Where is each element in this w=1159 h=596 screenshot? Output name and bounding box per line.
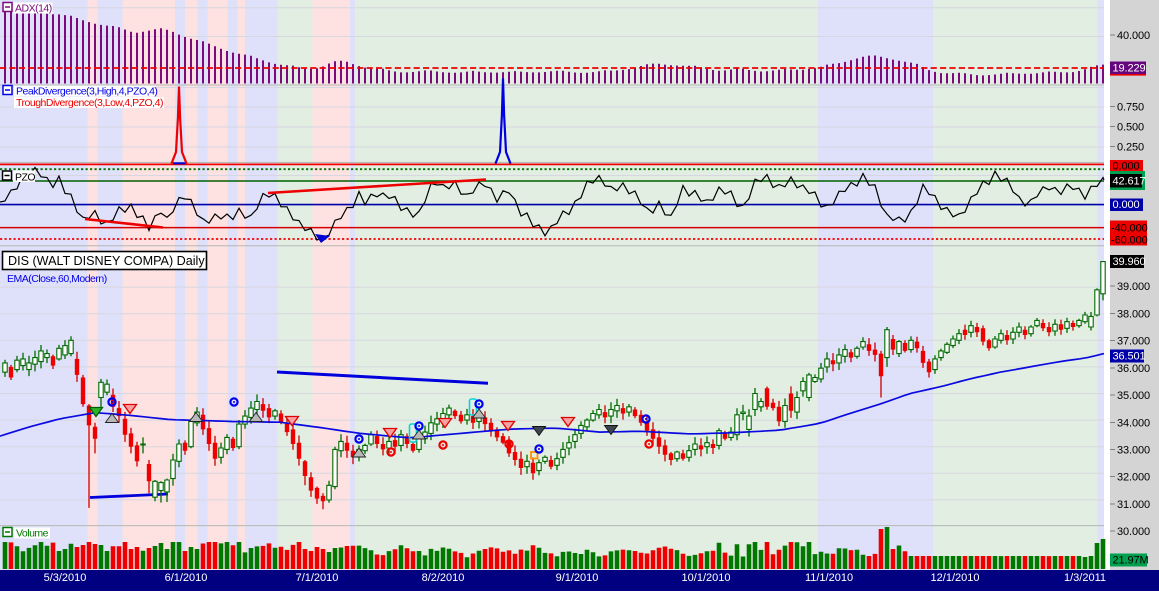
svg-text:0.500: 0.500 xyxy=(1117,121,1144,133)
svg-text:34.000: 34.000 xyxy=(1117,417,1150,429)
svg-text:11/1/2010: 11/1/2010 xyxy=(805,572,853,584)
svg-text:36.501: 36.501 xyxy=(1113,351,1146,363)
svg-text:8/2/2010: 8/2/2010 xyxy=(422,572,465,584)
svg-text:PeakDivergence(3,High,4,PZO,4): PeakDivergence(3,High,4,PZO,4) xyxy=(16,86,157,98)
svg-text:EMA(Close,60,Modern): EMA(Close,60,Modern) xyxy=(7,273,107,285)
svg-text:10/1/2010: 10/1/2010 xyxy=(682,572,731,584)
svg-text:6/1/2010: 6/1/2010 xyxy=(165,572,208,584)
svg-text:12/1/2010: 12/1/2010 xyxy=(931,572,980,584)
svg-text:30.000: 30.000 xyxy=(1117,526,1150,538)
svg-text:35.000: 35.000 xyxy=(1117,390,1150,402)
svg-text:TroughDivergence(3,Low,4,PZO,4: TroughDivergence(3,Low,4,PZO,4) xyxy=(16,97,163,109)
svg-text:33.000: 33.000 xyxy=(1117,444,1150,456)
svg-text:DIS (WALT DISNEY COMPA) Daily: DIS (WALT DISNEY COMPA) Daily xyxy=(8,254,205,268)
svg-text:38.000: 38.000 xyxy=(1117,308,1150,320)
svg-text:42.617: 42.617 xyxy=(1113,176,1146,188)
svg-text:19.229: 19.229 xyxy=(1113,63,1146,75)
svg-text:37.000: 37.000 xyxy=(1117,335,1150,347)
svg-text:40.000: 40.000 xyxy=(1117,30,1150,42)
svg-text:39.960: 39.960 xyxy=(1113,256,1146,268)
svg-text:1/3/2011: 1/3/2011 xyxy=(1064,572,1106,584)
svg-text:31.000: 31.000 xyxy=(1117,499,1150,511)
svg-text:9/1/2010: 9/1/2010 xyxy=(556,572,599,584)
svg-text:ADX(14): ADX(14) xyxy=(15,3,52,15)
svg-text:PZO: PZO xyxy=(15,171,35,183)
svg-text:0.000: 0.000 xyxy=(1113,161,1140,173)
svg-text:-40.000: -40.000 xyxy=(1111,223,1148,235)
svg-text:39.000: 39.000 xyxy=(1117,281,1150,293)
svg-text:5/3/2010: 5/3/2010 xyxy=(44,572,87,584)
svg-text:0.000: 0.000 xyxy=(1113,199,1140,211)
svg-text:-60.000: -60.000 xyxy=(1111,235,1148,247)
svg-text:7/1/2010: 7/1/2010 xyxy=(296,572,339,584)
svg-text:0.750: 0.750 xyxy=(1117,101,1144,113)
svg-text:0.250: 0.250 xyxy=(1117,141,1144,153)
svg-text:32.000: 32.000 xyxy=(1117,471,1150,483)
svg-text:21.97M: 21.97M xyxy=(1113,555,1149,567)
svg-text:36.000: 36.000 xyxy=(1117,363,1150,375)
svg-text:Volume: Volume xyxy=(16,528,49,540)
